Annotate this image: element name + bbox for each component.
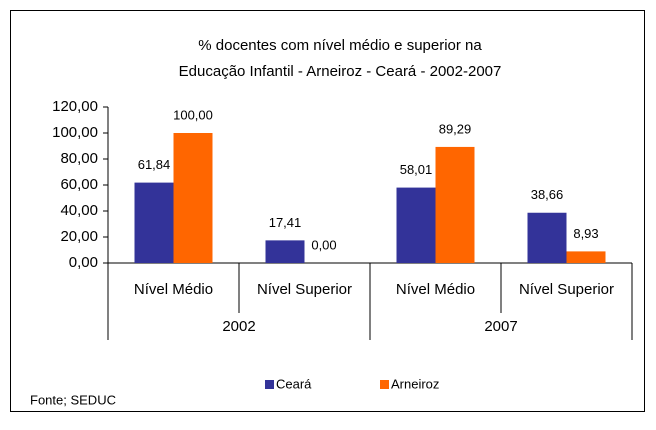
x-tick-label: Nível Médio — [134, 281, 213, 298]
x-tick-label: Nível Superior — [257, 281, 352, 298]
y-tick-label: 40,00 — [60, 202, 98, 219]
bar — [435, 146, 475, 263]
bar — [527, 212, 567, 263]
y-tick-label: 60,00 — [60, 176, 98, 193]
value-label: 58,01 — [400, 162, 433, 177]
frame — [10, 10, 645, 412]
bar — [173, 133, 213, 263]
x-tick-label: Nível Superior — [519, 281, 614, 298]
value-label: 100,00 — [173, 107, 213, 122]
value-label: 89,29 — [439, 121, 472, 136]
value-label: 17,41 — [269, 215, 302, 230]
source: Fonte; SEDUC — [30, 392, 116, 407]
legend-swatch — [380, 380, 389, 389]
y-tick-label: 80,00 — [60, 150, 98, 167]
group-label: 2002 — [222, 318, 255, 335]
bar — [265, 240, 305, 263]
legend-label: Arneiroz — [391, 376, 439, 391]
y-tick-label: 120,00 — [52, 98, 98, 115]
y-tick-label: 100,00 — [52, 124, 98, 141]
bar — [396, 187, 436, 263]
value-label: 61,84 — [138, 157, 171, 172]
x-tick-label: Nível Médio — [396, 281, 475, 298]
value-label: 8,93 — [573, 226, 598, 241]
value-label: 38,66 — [531, 187, 564, 202]
group-label: 2007 — [484, 318, 517, 335]
y-tick-label: 20,00 — [60, 228, 98, 245]
bar — [566, 251, 606, 263]
bar — [134, 182, 174, 263]
chart-title: % docentes com nível médio e superior na — [198, 37, 482, 54]
legend-label: Ceará — [276, 376, 312, 391]
value-label: 0,00 — [311, 237, 336, 252]
legend-swatch — [265, 380, 274, 389]
y-tick-label: 0,00 — [69, 254, 98, 271]
chart-title: Educação Infantil - Arneiroz - Ceará - 2… — [179, 63, 502, 80]
